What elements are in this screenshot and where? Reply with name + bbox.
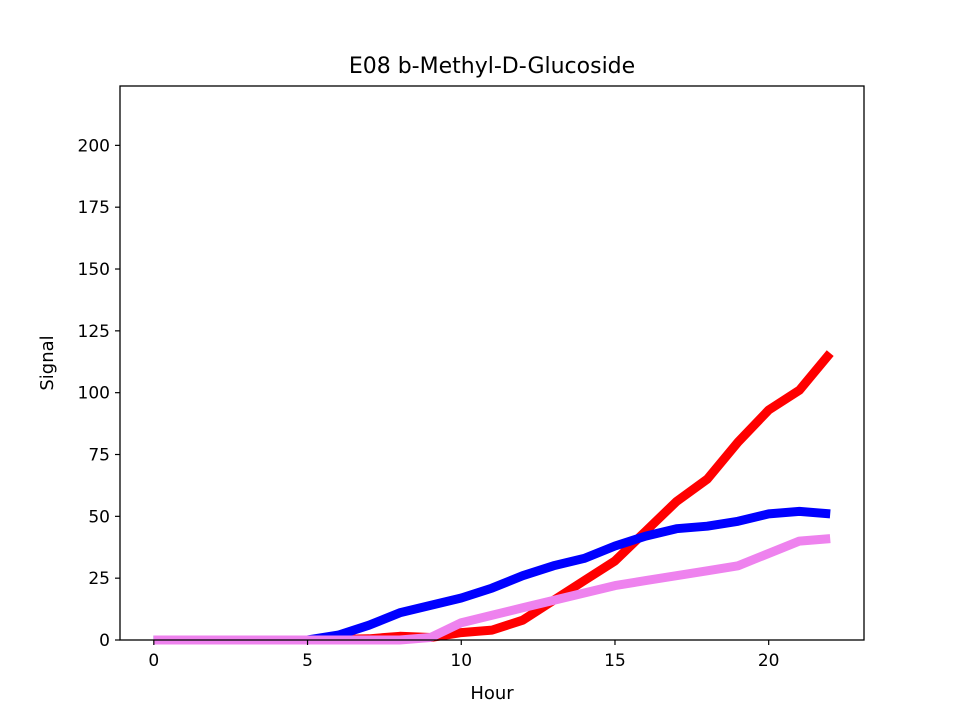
chart-title: E08 b-Methyl-D-Glucoside: [349, 54, 635, 79]
x-axis: 0 5 10 15 20: [148, 640, 780, 671]
y-axis: 0 25 50 75 100 125 150 175 200: [78, 136, 120, 651]
y-tick-label: 125: [78, 322, 110, 342]
y-tick-label: 0: [99, 631, 110, 651]
y-axis-label: Signal: [37, 335, 58, 390]
x-tick-label: 15: [604, 651, 626, 671]
series-layer: [153, 350, 834, 645]
y-tick-label: 150: [78, 260, 110, 280]
series-line-2: [153, 506, 831, 645]
x-tick-label: 20: [758, 651, 780, 671]
y-tick-label: 25: [88, 569, 110, 589]
y-tick-label: 200: [78, 136, 110, 156]
x-tick-label: 5: [302, 651, 313, 671]
x-tick-label: 0: [148, 651, 159, 671]
series-line-3: [153, 534, 831, 645]
y-tick-label: 50: [88, 507, 110, 527]
y-tick-label: 175: [78, 198, 110, 218]
plot-frame: [119, 85, 865, 641]
y-tick-label: 75: [88, 446, 110, 466]
y-tick-label: 100: [78, 384, 110, 404]
x-axis-label: Hour: [470, 683, 514, 704]
x-tick-label: 10: [450, 651, 472, 671]
